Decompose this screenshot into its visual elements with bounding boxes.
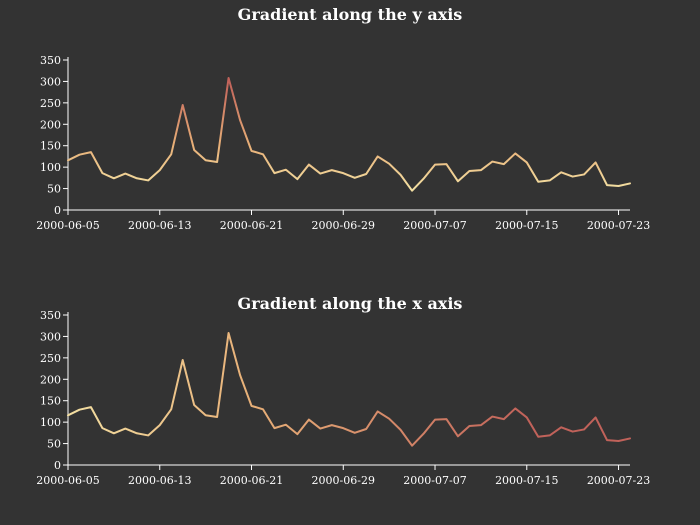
chart-title: Gradient along the x axis [238, 294, 463, 313]
y-tick-label: 0 [54, 459, 61, 472]
y-tick-label: 250 [40, 352, 61, 365]
x-tick-label: 2000-06-05 [36, 474, 99, 487]
x-tick-label: 2000-07-15 [495, 219, 558, 232]
y-tick-label: 300 [40, 330, 61, 343]
x-tick-label: 2000-07-15 [495, 474, 558, 487]
y-tick-label: 250 [40, 97, 61, 110]
x-tick-label: 2000-07-07 [403, 474, 466, 487]
y-tick-label: 200 [40, 373, 61, 386]
chart-title: Gradient along the y axis [238, 5, 463, 24]
x-tick-label: 2000-06-29 [312, 474, 375, 487]
series-line [67, 332, 631, 447]
y-tick-label: 150 [40, 140, 61, 153]
x-tick-label: 2000-06-05 [36, 219, 99, 232]
y-tick-label: 150 [40, 395, 61, 408]
y-tick-label: 100 [40, 416, 61, 429]
y-tick-label: 200 [40, 118, 61, 131]
y-tick-label: 50 [47, 438, 61, 451]
y-tick-label: 300 [40, 75, 61, 88]
x-tick-label: 2000-07-23 [587, 219, 650, 232]
x-tick-label: 2000-06-21 [220, 474, 283, 487]
x-tick-label: 2000-07-07 [403, 219, 466, 232]
y-tick-label: 100 [40, 161, 61, 174]
x-tick-label: 2000-06-13 [128, 219, 191, 232]
chart-panel-y-gradient: Gradient along the y axis 0 50 100 150 200 25… [36, 5, 650, 232]
series-line [67, 77, 631, 192]
x-tick-label: 2000-06-21 [220, 219, 283, 232]
chart-panel-x-gradient: Gradient along the x axis 0 50 100 150 200 25… [36, 294, 650, 487]
y-tick-label: 350 [40, 54, 61, 67]
x-tick-label: 2000-06-29 [312, 219, 375, 232]
y-tick-label: 0 [54, 204, 61, 217]
plot-area: 0 50 100 150 200 250 300 350 2000-06-05 2000-06-1… [36, 54, 650, 232]
x-tick-label: 2000-07-23 [587, 474, 650, 487]
y-tick-label: 50 [47, 183, 61, 196]
plot-area: 0 50 100 150 200 250 300 350 2000-06-05 2000-06-1… [36, 309, 650, 487]
y-tick-label: 350 [40, 309, 61, 322]
x-tick-label: 2000-06-13 [128, 474, 191, 487]
